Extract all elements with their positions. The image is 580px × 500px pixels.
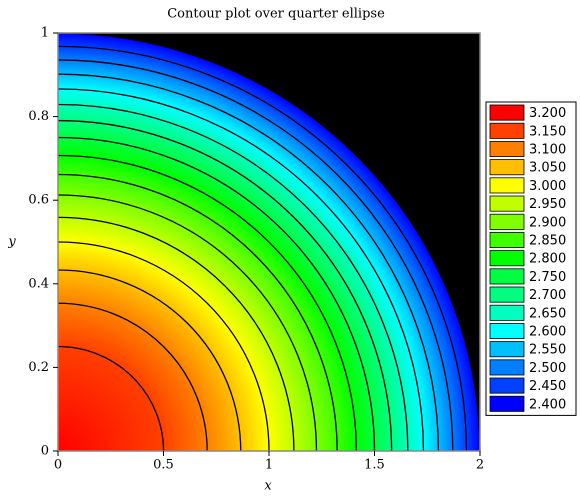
legend-label: 2.700 — [529, 288, 566, 303]
contour-line — [57, 345, 165, 452]
contour-line — [57, 136, 376, 452]
x-axis-label: x — [264, 479, 272, 494]
legend-swatch — [489, 122, 525, 139]
legend-label: 2.400 — [529, 397, 566, 412]
x-tick-label: 2 — [476, 458, 484, 473]
contour-line — [57, 119, 393, 452]
contour-line — [57, 88, 425, 452]
legend-label: 2.450 — [529, 379, 566, 394]
y-tick-label: 0.2 — [28, 360, 49, 375]
legend-label: 3.050 — [529, 161, 566, 176]
contour-line — [57, 59, 454, 452]
x-tick-label: 0.5 — [153, 458, 174, 473]
legend-label: 2.750 — [529, 270, 566, 285]
x-tick-label: 1 — [265, 458, 273, 473]
legend-label: 2.650 — [529, 306, 566, 321]
legend-label: 2.900 — [529, 215, 566, 230]
legend-label: 2.800 — [529, 252, 566, 267]
legend-swatch — [489, 322, 525, 339]
contour-line — [57, 216, 295, 452]
legend-swatch — [489, 140, 525, 157]
legend-swatch — [489, 286, 525, 303]
contour-line — [57, 45, 468, 452]
y-tick-label: 0.8 — [28, 109, 49, 124]
legend-label: 2.550 — [529, 343, 566, 358]
contour-line — [57, 173, 338, 452]
legend-label: 2.850 — [529, 234, 566, 249]
y-tick-label: 1 — [41, 26, 49, 41]
legend-label: 2.500 — [529, 361, 566, 376]
y-axis-label: y — [7, 235, 16, 250]
y-tick-label: 0 — [41, 444, 49, 459]
legend-label: 3.150 — [529, 124, 566, 139]
contour-line — [57, 32, 481, 452]
contour-line — [57, 103, 409, 452]
y-tick-label: 0.6 — [28, 193, 49, 208]
legend-swatch — [489, 341, 525, 358]
legend-swatch — [489, 377, 525, 394]
legend-swatch — [489, 159, 525, 176]
legend-swatch — [489, 250, 525, 267]
legend-label: 2.600 — [529, 325, 566, 340]
legend-swatch — [489, 213, 525, 230]
legend-label: 3.200 — [529, 106, 566, 121]
legend-label: 3.100 — [529, 143, 566, 158]
contour-line — [57, 269, 242, 452]
x-tick-label: 1.5 — [364, 458, 385, 473]
contour-line — [57, 154, 358, 452]
legend-swatch — [489, 395, 525, 412]
legend-swatch — [489, 304, 525, 321]
legend-swatch — [489, 104, 525, 121]
legend-label: 3.000 — [529, 179, 566, 194]
x-tick-label: 0 — [54, 458, 62, 473]
legend-swatch — [489, 359, 525, 376]
legend-swatch — [489, 231, 525, 248]
chart-title: Contour plot over quarter ellipse — [167, 7, 385, 22]
contour-line — [57, 241, 270, 452]
contour-line — [57, 194, 318, 452]
y-tick-label: 0.4 — [28, 276, 49, 291]
legend-swatch — [489, 268, 525, 285]
contour-line — [57, 73, 440, 452]
contour-line — [57, 302, 208, 452]
legend-label: 2.950 — [529, 197, 566, 212]
legend-swatch — [489, 177, 525, 194]
legend-swatch — [489, 195, 525, 212]
